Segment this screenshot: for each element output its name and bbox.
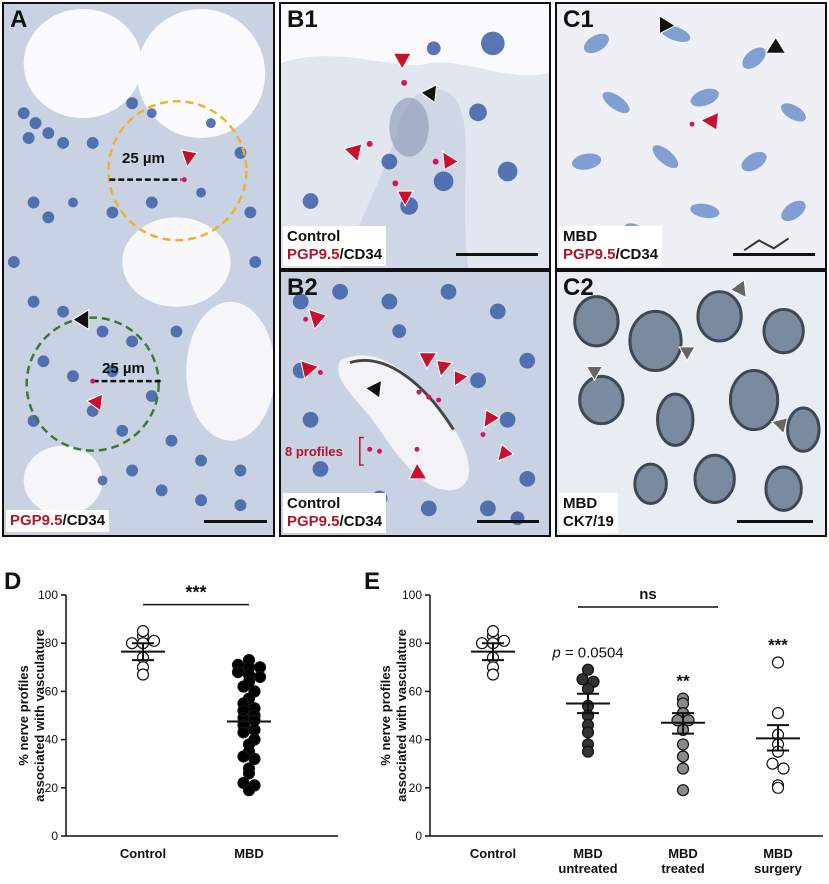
scale-bar <box>737 520 813 523</box>
panel-c1: C1 MBD PGP9.5/CD34 <box>555 2 827 270</box>
y-tick-label: 60 <box>45 684 59 698</box>
ns-label: ns <box>639 586 657 603</box>
histology-image-c2 <box>557 272 825 535</box>
panel-letter-b2: B2 <box>287 274 318 301</box>
data-point <box>676 750 690 763</box>
y-axis-label: % nerve profilesassociated with vasculat… <box>16 629 47 802</box>
scale-bar <box>204 520 267 523</box>
panel-letter-a: A <box>10 6 28 33</box>
x-tick-label: Control <box>470 846 516 861</box>
panel-letter-c1: C1 <box>563 6 594 33</box>
distance-label-1: 25 µm <box>122 150 165 167</box>
y-tick-label: 80 <box>409 636 423 650</box>
panel-b1: B1 Control PGP9.5/CD34 <box>279 2 551 270</box>
chart-letter-e: E <box>364 568 381 595</box>
y-tick-label: 60 <box>409 684 423 698</box>
scale-bar <box>456 253 538 256</box>
data-point <box>676 784 690 797</box>
stain-label: CK7/19 <box>563 513 614 530</box>
panel-b2: B2 8 profiles Control PGP9.5/CD34 <box>279 270 551 537</box>
data-point <box>771 656 785 669</box>
group-label: Control <box>287 228 341 245</box>
marker-label: PGP9.5 <box>287 513 340 530</box>
data-point <box>136 625 150 638</box>
data-point <box>766 757 779 770</box>
y-tick-label: 0 <box>51 829 58 843</box>
chart-e: 0 20 40 60 80 100 % nerve profilesassociated w… <box>378 586 823 876</box>
scale-bar <box>733 253 815 256</box>
histology-image-b1 <box>281 4 549 268</box>
histology-image-a <box>4 4 273 535</box>
y-axis-label: % nerve profilesassociated with vasculat… <box>378 629 409 802</box>
x-tick-label: Control <box>120 846 166 861</box>
y-tick-label: 20 <box>45 781 59 795</box>
data-point <box>581 726 595 739</box>
marker-suffix: /CD34 <box>615 246 659 263</box>
data-point <box>581 663 595 676</box>
data-point <box>777 762 790 775</box>
group-label: MBD <box>563 495 598 512</box>
histology-image-c1 <box>557 4 825 268</box>
y-tick-label: 40 <box>409 733 423 747</box>
marker-label: PGP9.5 <box>10 512 63 529</box>
panel-c2: C2 MBD CK7/19 <box>555 270 827 537</box>
data-point <box>231 666 245 679</box>
p-value-annotation: p = 0.0504 <box>551 645 623 662</box>
caption-c2: MBD CK7/19 <box>559 493 618 533</box>
caption-b2: Control PGP9.5/CD34 <box>283 493 387 533</box>
chart-d: 0 20 40 60 80 100 % nerve profilesassociated w… <box>16 583 338 861</box>
significance-label: *** <box>185 583 206 603</box>
profiles-label: 8 profiles <box>285 444 343 459</box>
marker-suffix: /CD34 <box>339 246 383 263</box>
data-point <box>242 784 256 797</box>
panel-letter-c2: C2 <box>563 274 594 301</box>
x-tick-label: MBD <box>234 846 264 861</box>
marker-label: PGP9.5 <box>287 246 340 263</box>
significance-annotation: ** <box>676 672 690 691</box>
data-point <box>136 668 150 681</box>
data-point <box>248 752 261 765</box>
scale-bar <box>477 520 539 523</box>
chart-letter-d: D <box>4 568 22 595</box>
histology-image-b2 <box>281 272 549 535</box>
y-tick-label: 20 <box>409 781 423 795</box>
caption-a: PGP9.5/CD34 <box>6 510 110 532</box>
caption-c1: MBD PGP9.5/CD34 <box>559 226 663 266</box>
data-point <box>676 738 690 751</box>
group-label: MBD <box>563 228 598 245</box>
data-point <box>147 634 161 647</box>
x-tick-label: MBD treated <box>661 846 704 876</box>
data-point <box>237 750 250 763</box>
panel-a: A 25 µm 25 µm PGP9.5/CD34 <box>2 2 275 537</box>
data-point <box>486 668 500 681</box>
y-tick-label: 80 <box>45 636 59 650</box>
marker-suffix: /CD34 <box>339 513 383 530</box>
distance-label-2: 25 µm <box>102 360 145 377</box>
panel-letter-b1: B1 <box>287 6 318 33</box>
data-point <box>253 670 267 684</box>
data-point <box>237 680 250 693</box>
marker-suffix: /CD34 <box>62 512 106 529</box>
data-point <box>242 767 256 780</box>
y-tick-label: 100 <box>402 588 422 602</box>
data-point <box>497 634 511 647</box>
x-tick-label: MBD surgery <box>754 846 802 876</box>
data-point <box>581 745 595 758</box>
data-point <box>771 706 785 720</box>
data-point <box>676 762 690 775</box>
marker-label: PGP9.5 <box>563 246 616 263</box>
data-point <box>771 781 785 794</box>
data-point <box>486 625 500 638</box>
y-tick-label: 0 <box>415 829 422 843</box>
group-label: Control <box>287 495 341 512</box>
x-tick-label: MBD untreated <box>558 846 617 876</box>
y-tick-label: 100 <box>38 588 58 602</box>
significance-annotation: *** <box>768 635 788 654</box>
caption-b1: Control PGP9.5/CD34 <box>283 226 387 266</box>
y-tick-label: 40 <box>45 733 59 747</box>
